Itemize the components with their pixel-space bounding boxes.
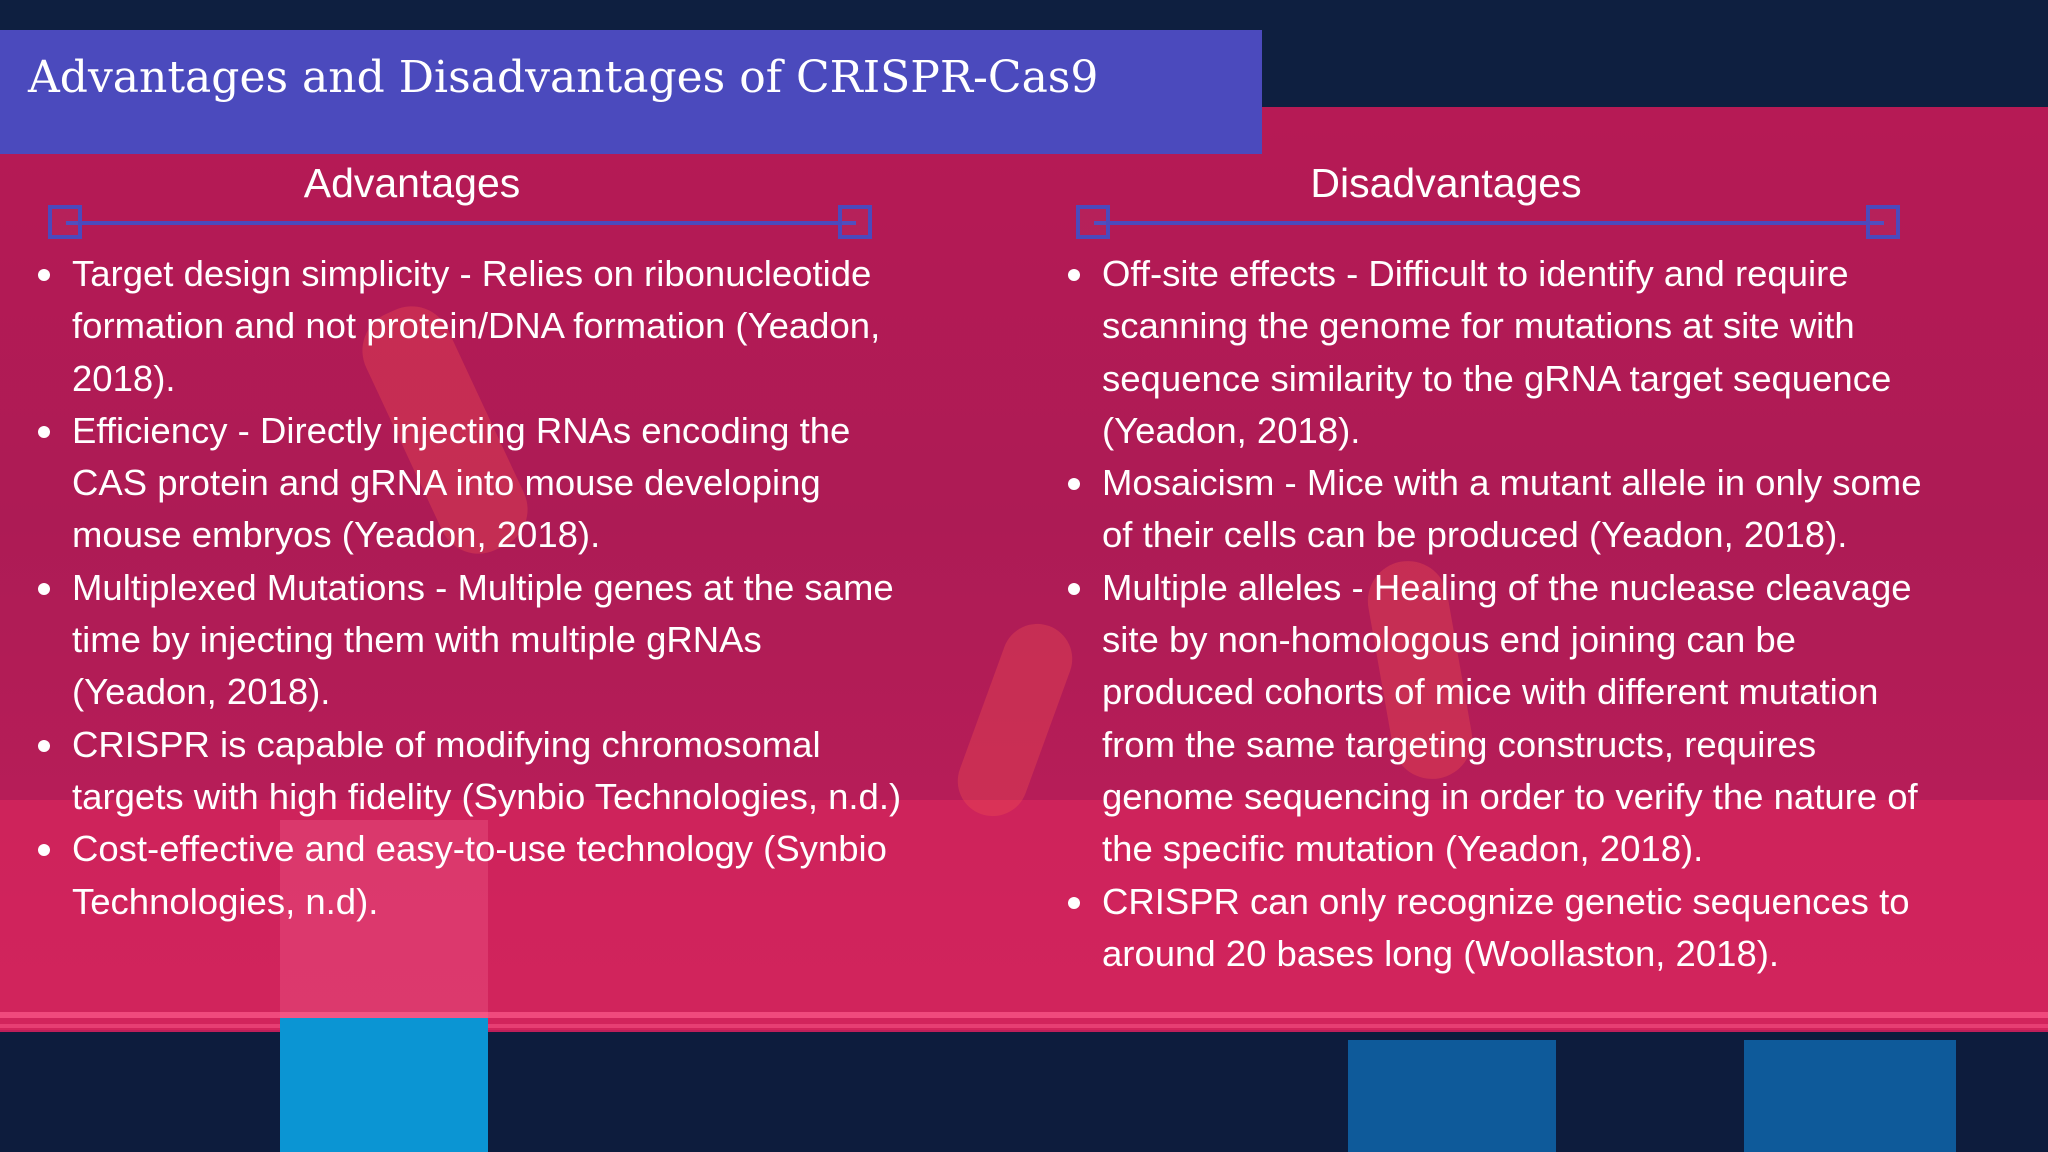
advantage-item-multiplexed: Multiplexed Mutations - Multiple genes a… [38, 562, 908, 719]
disadvantage-item-multiple-alleles: Multiple alleles - Healing of the nuclea… [1068, 562, 1948, 876]
disadvantages-divider-right-square [1866, 205, 1900, 239]
advantages-divider-right-square [838, 205, 872, 239]
advantage-item-fidelity: CRISPR is capable of modifying chromosom… [38, 719, 908, 824]
background-conveyor-floor [0, 800, 2048, 1030]
background-floor-stripe-lower [0, 1024, 2048, 1028]
disadvantage-item-off-site: Off-site effects - Difficult to identify… [1068, 248, 1948, 457]
background-pillar-dark-left [1348, 1040, 1556, 1152]
background-pillar-overlay [280, 820, 488, 1032]
slide-title: Advantages and Disadvantages of CRISPR-C… [28, 52, 1099, 103]
disadvantages-list: Off-site effects - Difficult to identify… [1068, 248, 1948, 980]
advantages-divider-line [66, 221, 856, 225]
advantage-item-cost-effective: Cost-effective and easy-to-use technolog… [38, 823, 908, 928]
background-floor-stripe [0, 1012, 2048, 1018]
background-pillar-dark-right [1744, 1040, 1956, 1152]
disadvantages-divider-left-square [1076, 205, 1110, 239]
advantages-heading: Advantages [303, 160, 521, 206]
title-bar [0, 30, 1262, 154]
disadvantage-item-mosaicism: Mosaicism - Mice with a mutant allele in… [1068, 457, 1948, 562]
background-pillar-blue [280, 1018, 488, 1152]
advantages-divider-left-square [48, 205, 82, 239]
disadvantages-heading: Disadvantages [1310, 160, 1582, 206]
advantages-list: Target design simplicity - Relies on rib… [38, 248, 908, 928]
advantage-item-efficiency: Efficiency - Directly injecting RNAs enc… [38, 405, 908, 562]
disadvantages-divider-line [1094, 221, 1884, 225]
advantage-item-target-design: Target design simplicity - Relies on rib… [38, 248, 908, 405]
disadvantage-item-sequence-length: CRISPR can only recognize genetic sequen… [1068, 876, 1948, 981]
